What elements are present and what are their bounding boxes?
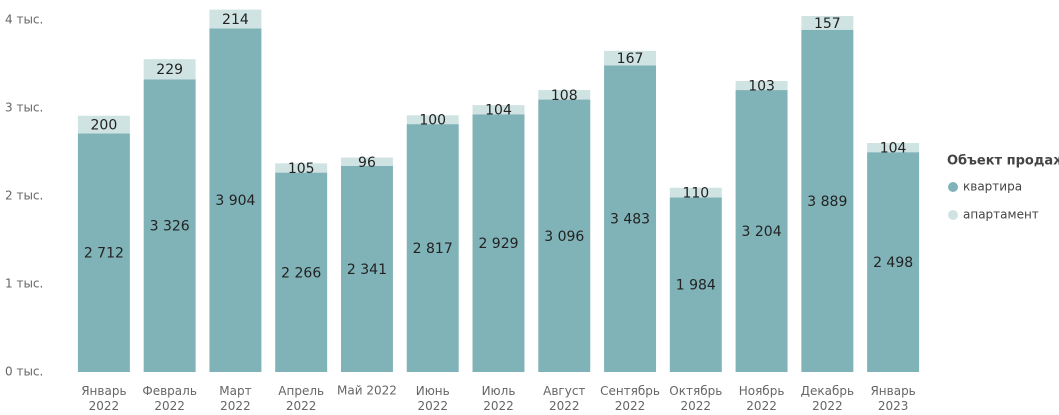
x-tick-label: Январь 2022	[81, 384, 126, 413]
bar-segment	[77, 133, 130, 372]
bar-segment	[209, 9, 262, 29]
bar-segment	[735, 80, 788, 91]
legend-label: апартамент	[963, 208, 1039, 222]
value-label: 3 326	[150, 219, 190, 235]
value-label: 3 204	[742, 224, 782, 240]
y-tick-label: 0 тыс.	[5, 365, 43, 379]
legend-marker	[948, 182, 958, 192]
legend-title: Объект продаж	[947, 154, 1059, 169]
legend-marker	[948, 210, 958, 220]
value-label: 2 266	[281, 265, 321, 281]
bar-segment	[801, 15, 854, 30]
bar-segment	[867, 152, 920, 372]
legend-label: квартира	[963, 180, 1022, 194]
x-tick-label: Апрель 2022	[278, 384, 324, 413]
bar-segment	[472, 105, 525, 115]
value-label: 104	[880, 141, 907, 157]
value-label: 2 929	[478, 236, 518, 252]
bar-segment	[604, 50, 657, 66]
value-label: 1 984	[676, 278, 716, 294]
value-label: 3 096	[544, 229, 584, 245]
x-tick-label: Ноябрь 2022	[739, 384, 785, 413]
bar-segment	[801, 29, 854, 372]
x-tick-label: Март 2022	[219, 384, 251, 413]
value-label: 2 498	[873, 255, 913, 271]
x-tick-label: Июль 2022	[482, 384, 516, 413]
x-tick-label: Декабрь 2022	[801, 384, 854, 413]
value-label: 3 483	[610, 212, 650, 228]
y-tick-label: 1 тыс.	[5, 277, 43, 291]
value-label: 104	[485, 103, 512, 119]
bar-segment	[406, 124, 459, 372]
bar-segment	[209, 28, 262, 373]
x-tick-label: Май 2022	[337, 384, 397, 398]
x-tick-label: Февраль 2022	[142, 384, 197, 413]
y-tick-label: 4 тыс.	[5, 13, 43, 27]
bar-segment	[340, 165, 393, 372]
bar-segment	[735, 90, 788, 372]
bar-segment	[669, 187, 722, 198]
bar-segment	[77, 115, 130, 134]
value-label: 2 712	[84, 246, 124, 262]
bar-segment	[538, 90, 591, 100]
bar-segment	[538, 99, 591, 372]
bar-segment	[143, 79, 196, 372]
x-tick-label: Август 2022	[543, 384, 585, 413]
bar-segment	[340, 157, 393, 166]
value-label: 200	[91, 118, 118, 134]
value-label: 110	[682, 186, 709, 202]
value-label: 2 817	[413, 241, 453, 257]
bar-segment	[867, 143, 920, 153]
bar-segment	[669, 197, 722, 372]
value-label: 229	[156, 62, 183, 78]
bar-segment	[472, 114, 525, 373]
bar-segment	[275, 163, 328, 173]
bar-segment	[604, 65, 657, 372]
value-label: 3 904	[215, 193, 255, 209]
value-label: 103	[748, 79, 775, 95]
x-tick-label: Январь 2023	[870, 384, 915, 413]
value-label: 214	[222, 12, 249, 28]
value-label: 3 889	[807, 194, 847, 210]
value-label: 167	[617, 51, 644, 67]
bar-segment	[406, 115, 459, 125]
y-tick-label: 2 тыс.	[5, 189, 43, 203]
value-label: 96	[358, 155, 376, 171]
value-label: 157	[814, 16, 841, 32]
bar-segment	[143, 59, 196, 80]
x-tick-label: Июнь 2022	[416, 384, 450, 413]
x-tick-label: Октябрь 2022	[669, 384, 722, 413]
value-label: 105	[288, 161, 315, 177]
value-label: 108	[551, 88, 578, 104]
value-label: 2 341	[347, 262, 387, 278]
value-label: 100	[419, 113, 446, 129]
y-tick-label: 3 тыс.	[5, 101, 43, 115]
bar-segment	[275, 172, 328, 372]
x-tick-label: Сентябрь 2022	[600, 384, 660, 413]
